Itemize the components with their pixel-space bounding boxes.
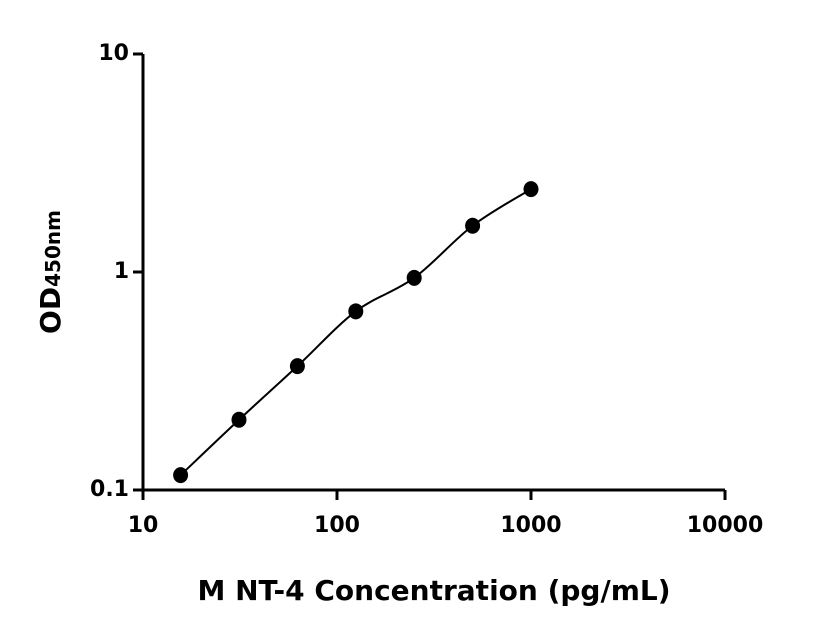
y-axis-label: OD450nm (34, 210, 67, 334)
data-point (289, 358, 305, 375)
data-point (406, 269, 422, 286)
data-point (231, 411, 247, 428)
x-axis-label: M NT-4 Concentration (pg/mL) (197, 574, 670, 607)
x-tick-label: 10 (128, 513, 159, 538)
x-tick-label: 100 (314, 513, 360, 538)
y-tick-label: 0.1 (90, 477, 129, 502)
data-point (523, 181, 539, 198)
data-point (465, 217, 481, 234)
y-axis-label-subscript: 450nm (41, 210, 65, 287)
fit-line (179, 188, 532, 476)
y-tick-label: 10 (98, 41, 129, 66)
y-tick-label: 1 (114, 259, 129, 284)
data-point (173, 467, 189, 484)
x-tick-label: 10000 (687, 513, 764, 538)
data-point (348, 303, 364, 320)
y-axis-label-main: OD (34, 287, 67, 334)
x-tick-label: 1000 (500, 513, 561, 538)
